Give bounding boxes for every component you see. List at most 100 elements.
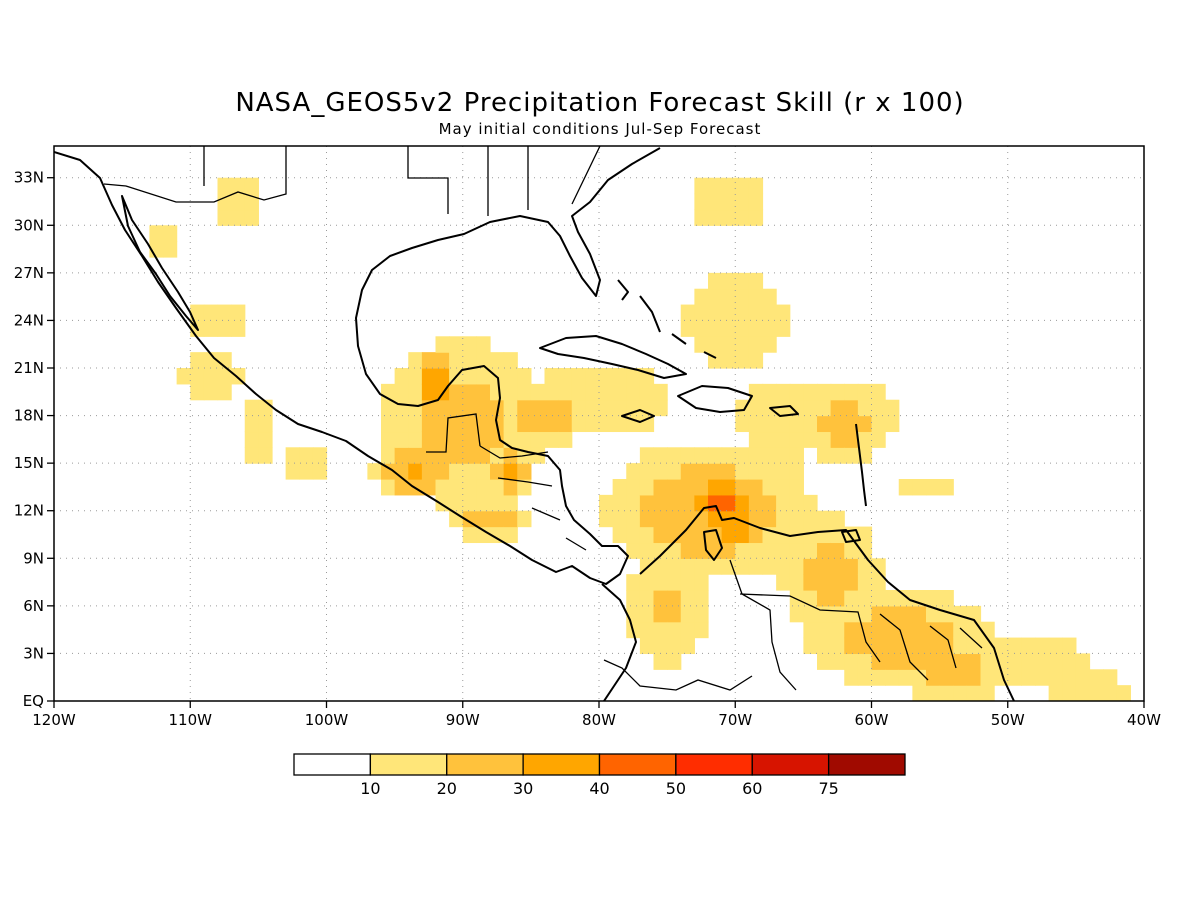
skill-cell	[503, 415, 518, 433]
skill-cell	[381, 479, 396, 496]
skill-cell	[503, 494, 518, 512]
skill-cell	[530, 415, 546, 433]
skill-cell	[735, 415, 750, 433]
skill-cell	[803, 510, 818, 528]
skill-cell	[1089, 669, 1104, 686]
skill-cell	[721, 272, 736, 290]
skill-cell	[776, 320, 791, 337]
skill-cell	[626, 542, 641, 559]
skill-cell	[667, 621, 682, 639]
skill-cell	[435, 463, 450, 480]
skill-cell	[844, 415, 859, 433]
skill-cell	[680, 320, 695, 337]
skill-cell	[926, 685, 941, 701]
skill-cell	[408, 352, 423, 369]
skill-cell	[1116, 685, 1131, 701]
skill-cell	[721, 447, 736, 464]
colorbar-swatch	[446, 753, 524, 776]
x-tick-label: 80W	[582, 711, 616, 729]
skill-cell	[217, 209, 232, 226]
skill-cell	[571, 399, 586, 417]
skill-cell	[776, 399, 791, 417]
skill-cell	[966, 685, 982, 701]
skill-cell	[530, 447, 546, 464]
skill-cell	[1035, 653, 1050, 670]
country-borders	[103, 146, 983, 691]
skill-cell	[735, 494, 750, 512]
skill-cell	[803, 526, 818, 544]
skill-cell	[244, 399, 259, 417]
skill-cell	[885, 605, 900, 623]
skill-cell	[449, 383, 464, 401]
skill-cell	[762, 431, 777, 448]
skill-cell	[244, 415, 259, 433]
skill-cell	[776, 463, 791, 480]
skill-cell	[694, 336, 709, 353]
skill-cell	[885, 653, 900, 670]
skill-cell	[980, 669, 995, 686]
skill-cell	[599, 368, 614, 385]
skill-cell	[517, 368, 532, 385]
colorbar-label: 50	[666, 779, 686, 798]
x-tick-label: 60W	[855, 711, 889, 729]
latitude-axis: EQ 3N 6N 9N 12N 15N 18N 21N 24N 27N 30N 33N	[14, 169, 54, 710]
skill-cell	[721, 463, 736, 480]
y-tick-label: 9N	[23, 549, 44, 567]
skill-cell	[803, 558, 818, 575]
skill-cell	[680, 510, 695, 528]
skill-cell	[381, 399, 396, 417]
skill-cell	[912, 653, 927, 670]
skill-cell	[762, 288, 777, 306]
skill-cell	[898, 605, 913, 623]
skill-cell	[762, 463, 777, 480]
skill-cell	[1035, 669, 1050, 686]
skill-cell	[830, 605, 845, 623]
skill-cell	[803, 605, 818, 623]
skill-cell	[571, 383, 586, 401]
skill-cell	[844, 605, 859, 623]
skill-cell	[789, 590, 804, 607]
skill-cell	[217, 368, 232, 385]
skill-cell	[735, 193, 750, 211]
skill-cell	[462, 463, 477, 480]
skill-cell	[639, 494, 655, 512]
skill-cell	[381, 431, 396, 448]
skill-cell	[476, 399, 491, 417]
skill-cell	[667, 542, 682, 559]
skill-cell	[830, 415, 845, 433]
skill-cell	[435, 336, 450, 353]
skill-cell	[966, 669, 982, 686]
skill-cell	[462, 415, 477, 433]
skill-cell	[639, 463, 655, 480]
skill-cell	[476, 463, 491, 480]
skill-cell	[721, 288, 736, 306]
skill-cell	[748, 415, 764, 433]
skill-cell	[503, 368, 518, 385]
coastlines	[54, 147, 1015, 701]
skill-cell	[163, 225, 178, 242]
skill-cell	[735, 352, 750, 369]
skill-cell	[653, 494, 668, 512]
skill-cell	[599, 383, 614, 401]
skill-cell	[667, 479, 682, 496]
skill-cell	[748, 526, 764, 544]
skill-cell	[517, 510, 532, 528]
skill-cell	[817, 590, 832, 607]
skill-cell	[912, 605, 927, 623]
skill-cell	[844, 399, 859, 417]
skill-cell	[953, 669, 968, 686]
x-tick-label: 110W	[169, 711, 213, 729]
skill-cell	[857, 653, 873, 670]
skill-cell	[817, 399, 832, 417]
skill-cell	[503, 510, 518, 528]
skill-cell	[735, 304, 750, 322]
skill-cell	[721, 479, 736, 496]
skill-cell	[912, 685, 927, 701]
skill-cell	[626, 463, 641, 480]
skill-cell	[871, 383, 886, 401]
skill-cell	[381, 415, 396, 433]
skill-cell	[898, 669, 913, 686]
skill-cell	[694, 494, 709, 512]
skill-cell	[421, 463, 437, 480]
colorbar-label: 20	[437, 779, 457, 798]
